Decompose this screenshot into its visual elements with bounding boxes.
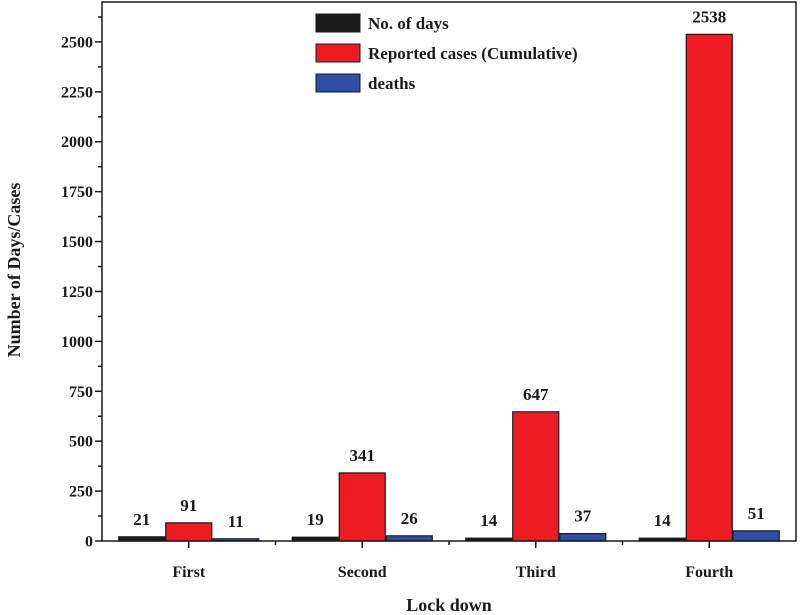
bar-value-label: 341 [350,446,376,465]
data-labels: 21 91 11 19 341 26 14 647 37 14 2538 51 [133,7,765,530]
x-tick-label: Second [338,564,387,581]
legend-swatch [315,73,361,93]
y-tick-label: 250 [69,484,93,501]
y-tick-label: 2250 [61,84,93,101]
bar-value-label: 51 [748,504,765,523]
bar [512,411,560,542]
y-tick-label: 750 [69,384,93,401]
x-tick-label: First [172,564,206,581]
x-tick-label: Fourth [685,564,733,581]
y-axis-title: Number of Days/Cases [4,183,24,358]
bar-value-label: 2538 [692,7,726,26]
bar-value-label: 21 [133,510,150,529]
bar [685,33,733,542]
legend: No. of days Reported cases (Cumulative) de… [315,13,578,93]
y-tick-label: 1500 [61,234,93,251]
bars [118,33,780,542]
bar [385,535,433,542]
bar-value-label: 647 [523,385,549,404]
bar-value-label: 11 [228,512,244,531]
bar-value-label: 19 [307,510,324,529]
bar-value-label: 91 [180,496,197,515]
y-axis-ticks: 0 250 500 750 1000 1250 1500 1750 2000 2250 2500 [61,16,102,551]
bar-value-label: 37 [574,507,592,526]
bar [338,472,386,542]
x-axis-ticks: First Second Third Fourth [172,541,733,581]
bar [732,530,780,542]
y-tick-label: 1750 [61,184,93,201]
y-tick-label: 500 [69,434,93,451]
legend-swatch [315,13,361,33]
legend-label: deaths [368,74,416,93]
bar-value-label: 14 [654,511,672,530]
y-tick-label: 1000 [61,334,93,351]
plot-frame [101,1,797,542]
y-tick-label: 0 [85,534,93,551]
legend-label: No. of days [368,14,449,33]
legend-label: Reported cases (Cumulative) [368,44,578,63]
bar [165,522,213,542]
y-tick-label: 2500 [61,34,93,51]
bar-value-label: 14 [480,511,498,530]
legend-swatch [315,43,361,63]
bar-value-label: 26 [401,509,418,528]
bar [559,533,607,542]
y-tick-label: 1250 [61,284,93,301]
x-axis-title: Lock down [406,595,492,615]
x-tick-label: Third [516,564,556,581]
y-tick-label: 2000 [61,134,93,151]
